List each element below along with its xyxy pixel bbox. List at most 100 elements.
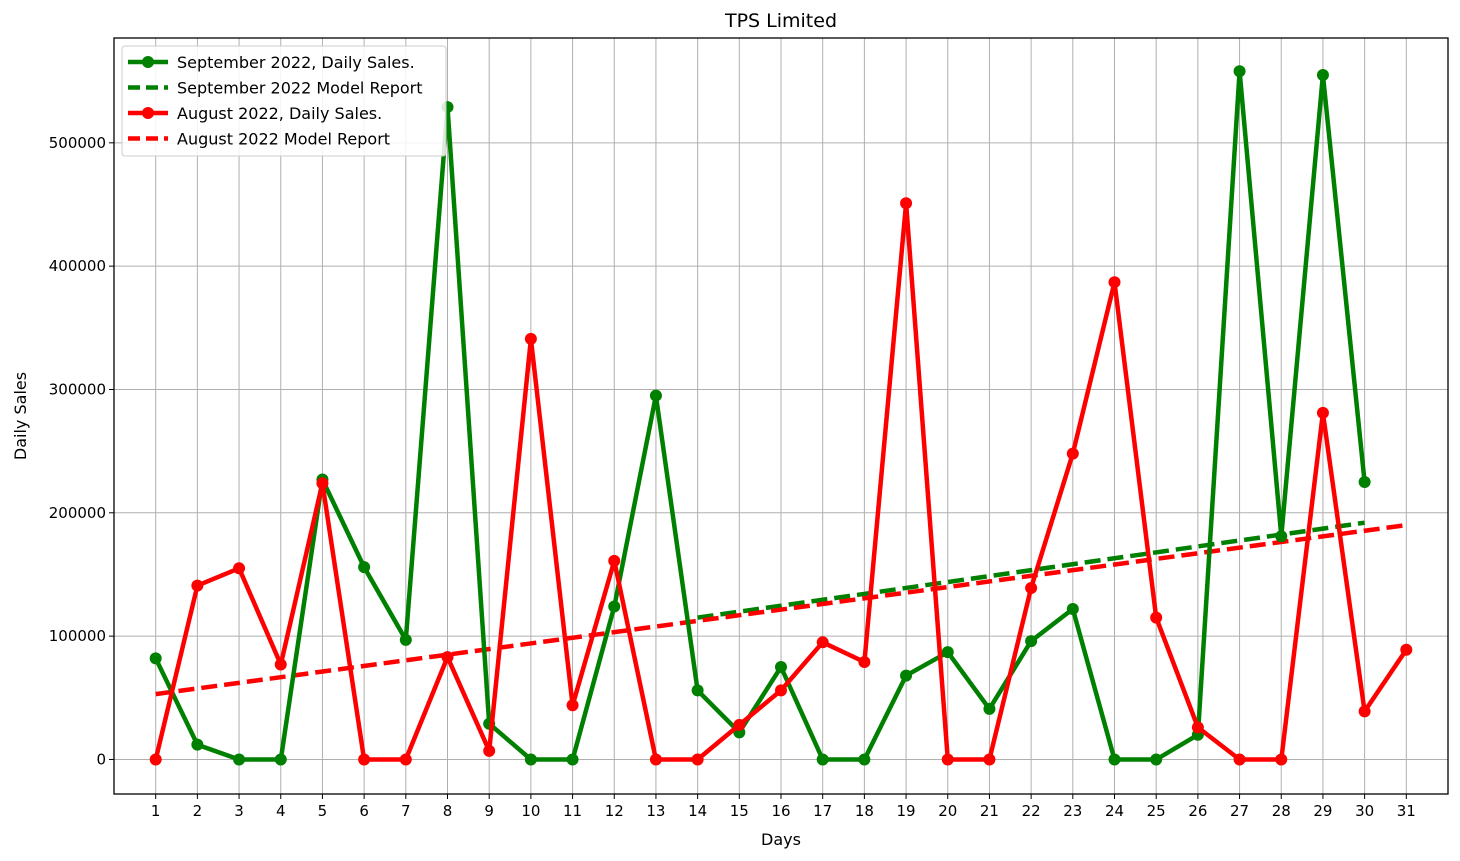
legend-entry: September 2022 Model Report bbox=[177, 79, 423, 98]
x-tick-label: 26 bbox=[1188, 802, 1207, 820]
legend-marker bbox=[142, 107, 154, 119]
series-0-point bbox=[1358, 475, 1371, 488]
x-tick-label: 21 bbox=[980, 802, 999, 820]
series-2-point bbox=[316, 477, 329, 490]
x-tick-label: 31 bbox=[1397, 802, 1416, 820]
series-line-1 bbox=[697, 520, 1365, 620]
series-0-point bbox=[1316, 68, 1329, 81]
series-2-point bbox=[1233, 753, 1246, 766]
series-0-point bbox=[524, 753, 537, 766]
y-tick-label: 300000 bbox=[49, 380, 106, 398]
series-0-point bbox=[1025, 635, 1038, 648]
series-line-3 bbox=[155, 522, 1407, 697]
x-tick-label: 9 bbox=[484, 802, 494, 820]
series-2-point bbox=[149, 753, 162, 766]
x-tick-label: 1 bbox=[151, 802, 161, 820]
series-2-point bbox=[358, 753, 371, 766]
series-0-point bbox=[608, 600, 621, 613]
series-lines bbox=[149, 65, 1413, 766]
series-0-point bbox=[1150, 753, 1163, 766]
series-2-point bbox=[941, 753, 954, 766]
series-2-point bbox=[566, 699, 579, 712]
y-tick-label: 100000 bbox=[49, 627, 106, 645]
x-tick-label: 25 bbox=[1147, 802, 1166, 820]
series-2-point bbox=[691, 753, 704, 766]
series-2-point bbox=[775, 684, 787, 697]
x-tick-label: 12 bbox=[605, 802, 624, 820]
x-tick-label: 17 bbox=[813, 802, 832, 820]
series-2-point bbox=[900, 197, 913, 210]
series-0-point bbox=[358, 561, 371, 574]
x-tick-label: 11 bbox=[563, 802, 582, 820]
series-2-point bbox=[1150, 611, 1163, 624]
series-2-point bbox=[524, 332, 537, 345]
x-tick-label: 10 bbox=[521, 802, 540, 820]
legend-marker bbox=[142, 56, 154, 68]
series-2-point bbox=[608, 554, 621, 567]
legend-box bbox=[121, 45, 447, 157]
chart-title: TPS Limited bbox=[724, 10, 837, 32]
series-0-point bbox=[1233, 65, 1246, 78]
series-0-point bbox=[566, 753, 579, 766]
series-2-point bbox=[1025, 582, 1038, 595]
series-0-point bbox=[1108, 753, 1121, 766]
x-tick-label: 5 bbox=[318, 802, 328, 820]
y-tick-label: 200000 bbox=[49, 504, 106, 522]
legend-entry: September 2022, Daily Sales. bbox=[177, 53, 415, 72]
series-2-point bbox=[1400, 643, 1413, 656]
series-2-point bbox=[274, 658, 287, 671]
series-2-point bbox=[649, 753, 662, 766]
series-2-point bbox=[816, 636, 829, 649]
legend-entry: August 2022 Model Report bbox=[177, 130, 390, 149]
series-0-point bbox=[900, 669, 913, 682]
series-line-0 bbox=[153, 69, 1367, 762]
series-2-point bbox=[441, 651, 454, 664]
x-tick-label: 4 bbox=[276, 802, 286, 820]
series-2-point bbox=[1316, 406, 1329, 419]
series-0-point bbox=[399, 633, 412, 646]
series-0-point bbox=[775, 660, 787, 673]
series-0-point bbox=[941, 646, 954, 659]
series-0-point bbox=[274, 753, 287, 766]
series-0-point bbox=[233, 753, 246, 766]
x-tick-label: 3 bbox=[234, 802, 244, 820]
x-tick-label: 14 bbox=[688, 802, 707, 820]
x-tick-label: 29 bbox=[1313, 802, 1332, 820]
series-2-point bbox=[1275, 753, 1288, 766]
x-tick-label: 7 bbox=[401, 802, 411, 820]
x-tick-label: 23 bbox=[1063, 802, 1082, 820]
x-tick-label: 28 bbox=[1272, 802, 1291, 820]
x-tick-label: 22 bbox=[1022, 802, 1041, 820]
x-tick-label: 6 bbox=[359, 802, 369, 820]
y-tick-label: 400000 bbox=[49, 257, 106, 275]
y-tick-label: 500000 bbox=[49, 134, 106, 152]
series-0-point bbox=[149, 652, 162, 665]
series-0-point bbox=[691, 684, 704, 697]
x-axis-ticks: 1 2 3 4 5 6 7 8 9 10 11 12 13 14 15 16 17 18 19 20 21 22 23 24 2… bbox=[151, 794, 1416, 820]
x-tick-label: 15 bbox=[730, 802, 749, 820]
series-2-point bbox=[1358, 705, 1371, 718]
x-tick-label: 30 bbox=[1355, 802, 1374, 820]
series-0-point bbox=[983, 702, 996, 715]
y-axis-ticks: 0 100000 200000 300000 400000 500000 bbox=[49, 134, 114, 768]
series-2-point bbox=[399, 753, 412, 766]
series-2-point bbox=[1108, 276, 1121, 289]
x-tick-label: 24 bbox=[1105, 802, 1124, 820]
x-tick-label: 13 bbox=[646, 802, 665, 820]
series-0-point bbox=[816, 753, 829, 766]
series-2-point bbox=[233, 562, 246, 575]
series-2-point bbox=[1191, 721, 1204, 734]
x-tick-label: 8 bbox=[443, 802, 453, 820]
x-tick-label: 16 bbox=[771, 802, 790, 820]
x-tick-label: 18 bbox=[855, 802, 874, 820]
x-tick-label: 19 bbox=[897, 802, 916, 820]
series-2-point bbox=[983, 753, 996, 766]
legend-entry: August 2022, Daily Sales. bbox=[177, 104, 382, 123]
series-0-point bbox=[858, 753, 871, 766]
series-0-point bbox=[1066, 603, 1079, 616]
x-axis-label: Days bbox=[761, 830, 801, 849]
x-tick-label: 20 bbox=[938, 802, 957, 820]
series-2-point bbox=[483, 744, 496, 757]
x-tick-label: 2 bbox=[193, 802, 203, 820]
